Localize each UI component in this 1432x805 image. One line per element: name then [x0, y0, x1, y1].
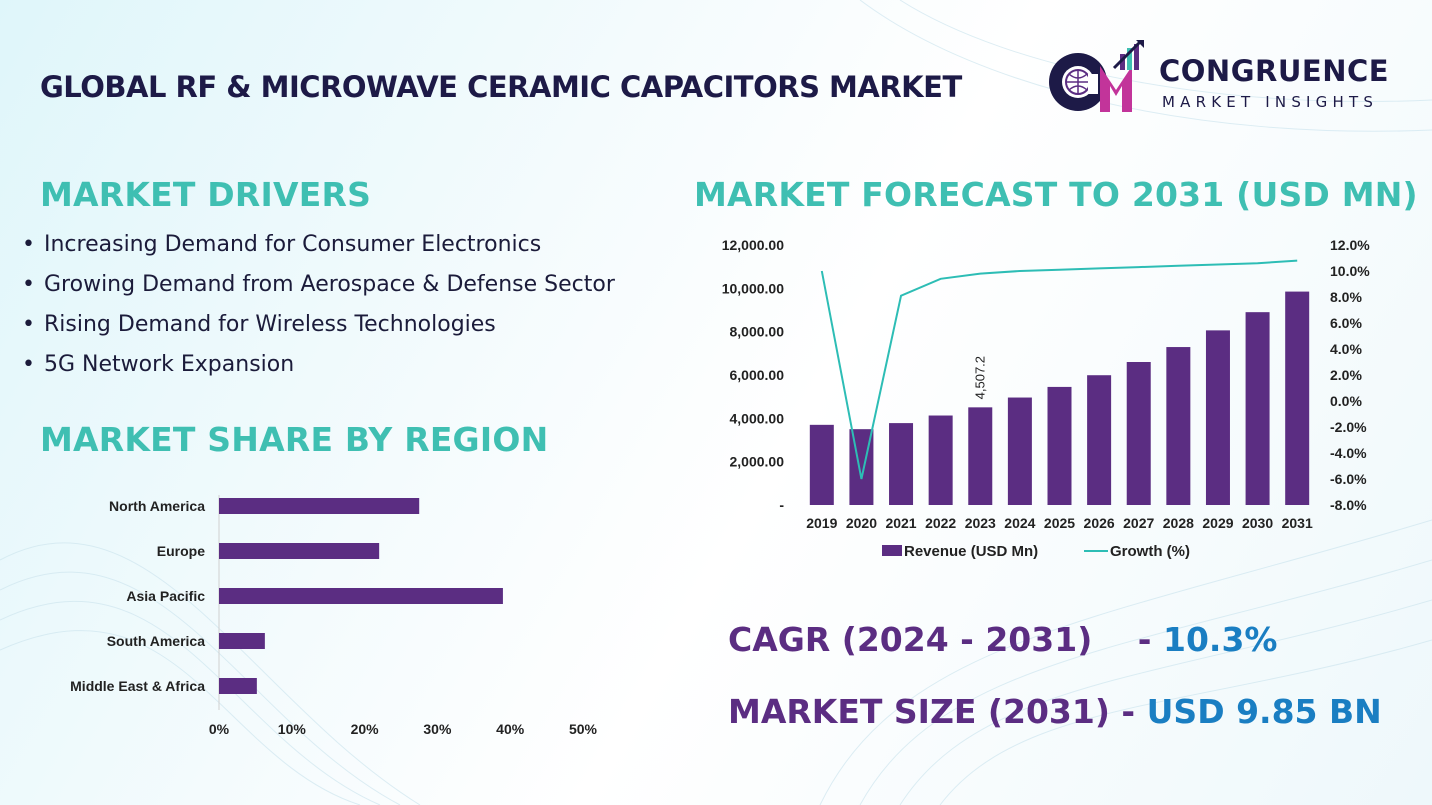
forecast-revenue-bar — [1126, 362, 1151, 505]
forecast-right-tick-label: 0.0% — [1330, 393, 1362, 409]
legend-revenue-swatch — [882, 545, 902, 556]
page-title: GLOBAL RF & MICROWAVE CERAMIC CAPACITORS… — [40, 70, 962, 104]
forecast-year-label: 2030 — [1242, 515, 1273, 531]
region-category-label: South America — [107, 633, 205, 649]
forecast-right-tick-label: -8.0% — [1330, 497, 1367, 513]
forecast-right-tick-label: 10.0% — [1330, 263, 1370, 279]
forecast-right-tick-label: 2.0% — [1330, 367, 1362, 383]
legend-growth-label: Growth (%) — [1110, 543, 1190, 560]
forecast-year-label: 2019 — [806, 515, 837, 531]
driver-item: • Growing Demand from Aerospace & Defense… — [22, 272, 615, 297]
forecast-right-tick-label: 8.0% — [1330, 289, 1362, 305]
forecast-left-tick-label: 12,000.00 — [722, 237, 784, 253]
forecast-revenue-bar — [1166, 347, 1191, 505]
drivers-list: • Increasing Demand for Consumer Electron… — [22, 230, 615, 390]
forecast-right-tick-label: 6.0% — [1330, 315, 1362, 331]
region-category-label: North America — [109, 498, 205, 514]
logo-mark-icon — [1049, 40, 1144, 112]
forecast-revenue-bar — [889, 423, 914, 505]
forecast-revenue-bar — [1007, 397, 1032, 505]
market-size-value: USD 9.85 BN — [1146, 692, 1382, 731]
driver-text: Rising Demand for Wireless Technologies — [44, 312, 496, 337]
forecast-year-label: 2027 — [1123, 515, 1154, 531]
driver-item: • Increasing Demand for Consumer Electron… — [22, 232, 542, 257]
forecast-revenue-bar — [1245, 312, 1270, 505]
forecast-data-label: 4,507.2 — [972, 356, 987, 399]
forecast-right-tick-label: -4.0% — [1330, 445, 1367, 461]
forecast-revenue-bar — [1087, 375, 1112, 505]
cagr-value: 10.3% — [1162, 620, 1278, 659]
logo-name: CONGRUENCE — [1159, 54, 1390, 88]
forecast-year-label: 2024 — [1004, 515, 1035, 531]
forecast-revenue-bar — [1205, 330, 1230, 505]
market-size-kpi: MARKET SIZE (2031) - USD 9.85 BN — [728, 692, 1382, 731]
market-size-separator: - — [1121, 692, 1136, 731]
region-heading: MARKET SHARE BY REGION — [40, 420, 549, 459]
cagr-kpi: CAGR (2024 - 2031) - 10.3% — [728, 620, 1277, 659]
driver-text: Increasing Demand for Consumer Electroni… — [44, 232, 542, 257]
region-bar — [219, 498, 420, 514]
forecast-revenue-bar — [809, 424, 834, 505]
driver-text: 5G Network Expansion — [44, 352, 295, 377]
forecast-right-tick-label: 12.0% — [1330, 237, 1370, 253]
market-size-label: MARKET SIZE (2031) — [728, 692, 1110, 731]
forecast-heading: MARKET FORECAST TO 2031 (USD MN) — [694, 175, 1418, 214]
region-bar — [219, 588, 503, 604]
forecast-left-tick-label: 8,000.00 — [730, 324, 785, 340]
drivers-heading: MARKET DRIVERS — [40, 175, 372, 214]
forecast-chart: - 2,000.00 4,000.00 6,000.00 8,000.00 10,000.… — [722, 237, 1371, 560]
forecast-year-label: 2020 — [846, 515, 877, 531]
forecast-left-tick-label: 10,000.00 — [722, 280, 784, 296]
forecast-year-label: 2031 — [1282, 515, 1313, 531]
region-category-label: Asia Pacific — [126, 588, 205, 604]
region-tick-label: 30% — [423, 721, 452, 737]
forecast-right-tick-label: -6.0% — [1330, 471, 1367, 487]
region-tick-label: 40% — [496, 721, 525, 737]
cagr-separator: - — [1137, 620, 1152, 659]
region-tick-label: 10% — [278, 721, 307, 737]
forecast-year-label: 2023 — [965, 515, 996, 531]
forecast-left-tick-label: - — [779, 497, 784, 513]
driver-text: Growing Demand from Aerospace & Defense … — [44, 272, 615, 297]
region-category-label: Europe — [157, 543, 205, 559]
region-share-chart: North America Europe Asia Pacific South Ame… — [70, 495, 598, 737]
forecast-revenue-bar — [1285, 291, 1310, 505]
forecast-left-tick-label: 4,000.00 — [730, 410, 785, 426]
logo-tagline: MARKET INSIGHTS — [1162, 93, 1379, 111]
region-bar — [219, 543, 380, 559]
forecast-revenue-bar — [1047, 386, 1072, 505]
forecast-revenue-bar — [968, 407, 993, 505]
legend-revenue-label: Revenue (USD Mn) — [904, 543, 1038, 560]
region-tick-label: 0% — [209, 721, 230, 737]
forecast-year-label: 2028 — [1163, 515, 1194, 531]
region-bar — [219, 678, 257, 694]
forecast-year-label: 2025 — [1044, 515, 1075, 531]
forecast-year-label: 2021 — [885, 515, 916, 531]
forecast-right-tick-label: -2.0% — [1330, 419, 1367, 435]
forecast-year-label: 2022 — [925, 515, 956, 531]
region-tick-label: 20% — [351, 721, 380, 737]
region-bar — [219, 633, 265, 649]
forecast-year-label: 2026 — [1084, 515, 1115, 531]
brand-logo: CONGRUENCE MARKET INSIGHTS — [1044, 40, 1404, 120]
cagr-label: CAGR (2024 - 2031) — [728, 620, 1093, 659]
forecast-left-tick-label: 6,000.00 — [730, 367, 785, 383]
forecast-revenue-bar — [928, 415, 953, 505]
forecast-year-label: 2029 — [1202, 515, 1233, 531]
forecast-left-tick-label: 2,000.00 — [730, 454, 785, 470]
driver-item: • 5G Network Expansion — [22, 352, 295, 377]
forecast-right-tick-label: 4.0% — [1330, 341, 1362, 357]
region-category-label: Middle East & Africa — [70, 678, 205, 694]
driver-item: • Rising Demand for Wireless Technologies — [22, 312, 496, 337]
region-tick-label: 50% — [569, 721, 598, 737]
